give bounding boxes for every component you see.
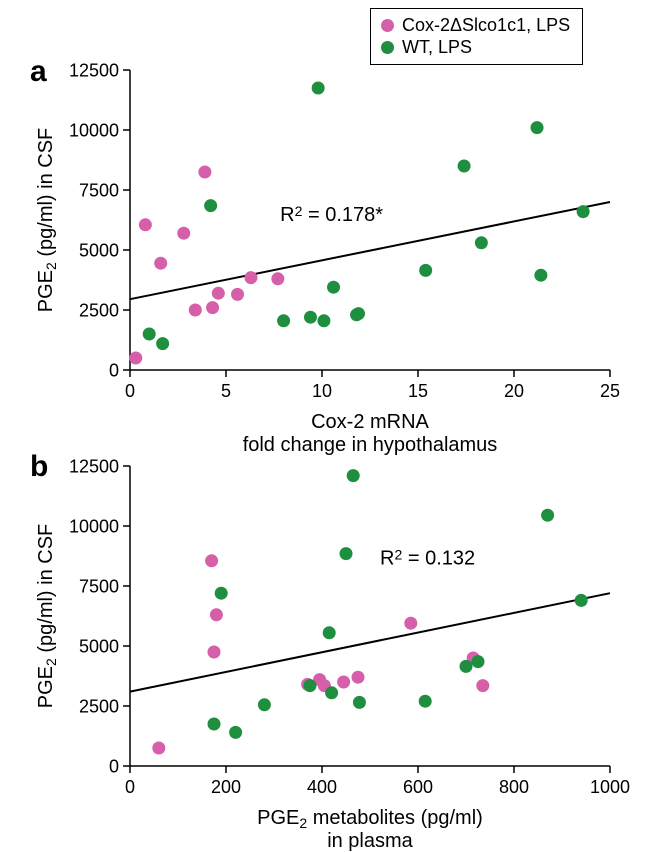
- data-point: [534, 269, 547, 282]
- legend-item: WT, LPS: [381, 37, 570, 59]
- y-tick-label: 12500: [69, 60, 119, 80]
- x-tick-label: 5: [221, 381, 231, 401]
- data-point: [312, 82, 325, 95]
- figure-root: Cox-2ΔSlco1c1, LPSWT, LPS a b 0 5 10 15 20 25…: [0, 0, 656, 852]
- data-point: [404, 617, 417, 630]
- data-point: [143, 328, 156, 341]
- y-tick-label: 10000: [69, 516, 119, 536]
- data-point: [419, 264, 432, 277]
- data-point: [198, 166, 211, 179]
- data-point: [215, 587, 228, 600]
- x-tick-label: 10: [312, 381, 332, 401]
- data-point: [541, 509, 554, 522]
- data-point: [577, 205, 590, 218]
- data-point: [472, 655, 485, 668]
- y-tick-label: 2500: [79, 696, 119, 716]
- data-point: [458, 160, 471, 173]
- data-point: [340, 547, 353, 560]
- data-point: [244, 271, 257, 284]
- legend-label: Cox-2ΔSlco1c1, LPS: [402, 15, 570, 37]
- data-point: [156, 337, 169, 350]
- data-point: [575, 594, 588, 607]
- data-point: [475, 236, 488, 249]
- y-axis-label: PGE2 (pg/ml) in CSF: [35, 524, 59, 709]
- x-tick-label: 600: [403, 777, 433, 797]
- data-point: [210, 608, 223, 621]
- data-point: [204, 199, 217, 212]
- x-tick-label: 400: [307, 777, 337, 797]
- data-point: [271, 272, 284, 285]
- y-tick-label: 5000: [79, 636, 119, 656]
- data-point: [317, 314, 330, 327]
- x-tick-label: 0: [125, 777, 135, 797]
- y-tick-label: 0: [109, 756, 119, 776]
- data-point: [208, 718, 221, 731]
- data-point: [419, 695, 432, 708]
- legend-marker: [381, 19, 394, 32]
- y-tick-label: 5000: [79, 240, 119, 260]
- panel-letter-a: a: [30, 55, 47, 89]
- data-point: [323, 626, 336, 639]
- x-tick-label: 25: [600, 381, 620, 401]
- y-tick-label: 12500: [69, 456, 119, 476]
- data-point: [352, 307, 365, 320]
- data-point: [352, 671, 365, 684]
- legend-marker: [381, 41, 394, 54]
- panel-letter-b: b: [30, 450, 48, 484]
- data-point: [154, 257, 167, 270]
- data-point: [325, 686, 338, 699]
- data-point: [531, 121, 544, 134]
- x-axis-label: fold change in hypothalamus: [243, 434, 498, 456]
- data-point: [231, 288, 244, 301]
- r2-annotation: R2 = 0.178*: [280, 203, 383, 226]
- x-tick-label: 200: [211, 777, 241, 797]
- legend: Cox-2ΔSlco1c1, LPSWT, LPS: [370, 8, 583, 65]
- data-point: [347, 469, 360, 482]
- data-point: [327, 281, 340, 294]
- x-tick-label: 0: [125, 381, 135, 401]
- y-tick-label: 0: [109, 360, 119, 380]
- data-point: [460, 660, 473, 673]
- data-point: [258, 698, 271, 711]
- data-point: [205, 554, 218, 567]
- data-point: [353, 696, 366, 709]
- data-point: [208, 646, 221, 659]
- data-point: [139, 218, 152, 231]
- x-axis-label: Cox-2 mRNA: [311, 411, 429, 433]
- y-tick-label: 10000: [69, 120, 119, 140]
- r2-annotation: R2 = 0.132: [380, 547, 475, 570]
- data-point: [152, 742, 165, 755]
- x-tick-label: 1000: [590, 777, 630, 797]
- data-point: [304, 679, 317, 692]
- data-point: [229, 726, 242, 739]
- x-tick-label: 20: [504, 381, 524, 401]
- data-point: [129, 352, 142, 365]
- data-point: [177, 227, 190, 240]
- fit-line: [130, 593, 610, 691]
- data-point: [277, 314, 290, 327]
- panel-a: 0 5 10 15 20 25 0 2500 5000 7500 10000 12500 Cox-2 m…: [35, 60, 620, 456]
- y-tick-label: 7500: [79, 180, 119, 200]
- figure-svg: 051015202502500500075001000012500Cox-2 m…: [0, 0, 656, 852]
- data-point: [337, 676, 350, 689]
- x-axis-label: PGE2 metabolites (pg/ml): [257, 807, 483, 831]
- legend-label: WT, LPS: [402, 37, 472, 59]
- x-tick-label: 800: [499, 777, 529, 797]
- x-axis-label: in plasma: [327, 830, 413, 852]
- y-tick-label: 7500: [79, 576, 119, 596]
- data-point: [206, 301, 219, 314]
- data-point: [189, 304, 202, 317]
- data-point: [476, 679, 489, 692]
- y-axis-label: PGE2 (pg/ml) in CSF: [35, 128, 59, 313]
- y-tick-label: 2500: [79, 300, 119, 320]
- legend-item: Cox-2ΔSlco1c1, LPS: [381, 15, 570, 37]
- data-point: [304, 311, 317, 324]
- data-point: [212, 287, 225, 300]
- panel-b: 0200400600800100002500500075001000012500…: [35, 456, 630, 852]
- x-tick-label: 15: [408, 381, 428, 401]
